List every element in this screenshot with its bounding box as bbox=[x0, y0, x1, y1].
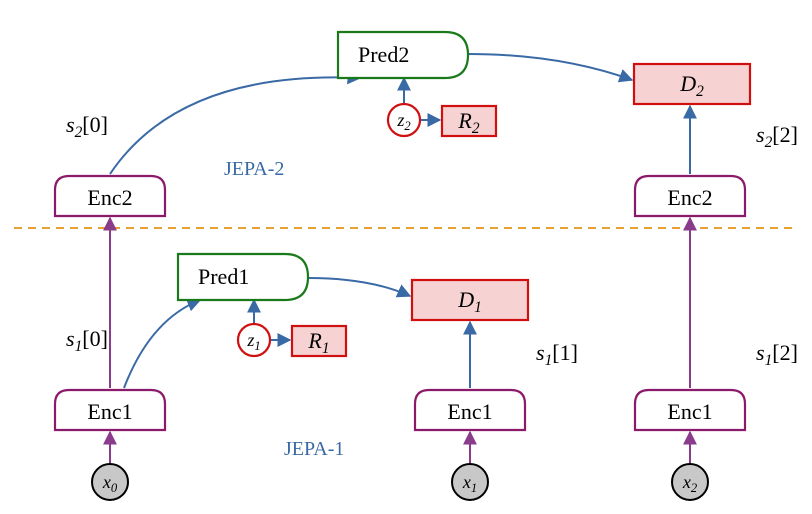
edge-pred1-to-d1 bbox=[308, 278, 410, 296]
edge-s1-0-to-pred1 bbox=[124, 300, 200, 388]
encoder-label: Enc1 bbox=[667, 399, 712, 424]
state-label-s2_0: s2[0] bbox=[66, 112, 108, 141]
section-label-jepa1: JEPA-1 bbox=[284, 438, 344, 460]
edge-pred2-to-d2 bbox=[468, 54, 632, 80]
predictor-label: Pred1 bbox=[198, 264, 249, 289]
state-label-s1_2: s1[2] bbox=[756, 340, 798, 369]
encoder-label: Enc2 bbox=[667, 185, 712, 210]
encoder-label: Enc2 bbox=[87, 185, 132, 210]
encoder-label: Enc1 bbox=[87, 399, 132, 424]
state-label-s1_0: s1[0] bbox=[66, 326, 108, 355]
encoder-label: Enc1 bbox=[447, 399, 492, 424]
section-label-jepa2: JEPA-2 bbox=[224, 158, 284, 180]
state-label-s2_2: s2[2] bbox=[756, 122, 798, 151]
predictor-label: Pred2 bbox=[358, 42, 409, 67]
state-label-s1_1: s1[1] bbox=[536, 340, 578, 369]
